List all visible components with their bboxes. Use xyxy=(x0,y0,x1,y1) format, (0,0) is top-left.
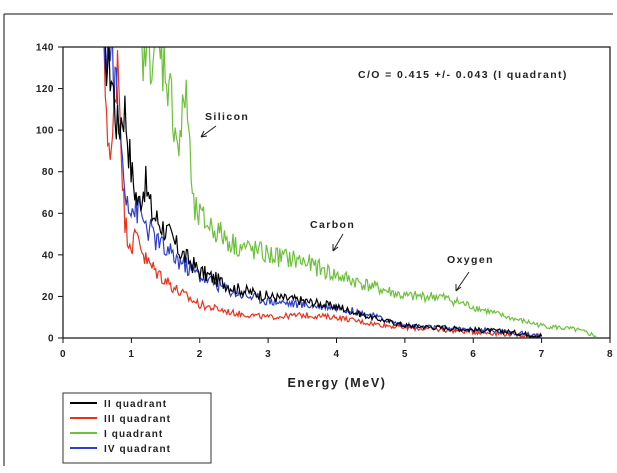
oxygen-arrow xyxy=(455,271,470,292)
y-tick-label: 80 xyxy=(42,167,54,178)
series-line-iv-quadrant xyxy=(103,47,543,338)
x-tick-label: 1 xyxy=(128,349,134,360)
x-tick-label: 2 xyxy=(197,349,203,360)
carbon-label: Carbon xyxy=(310,219,355,231)
silicon-label: Silicon xyxy=(205,111,249,123)
legend: II quadrant III quadrant I quadrant IV q… xyxy=(62,392,212,464)
series-line-iii-quadrant xyxy=(103,47,543,338)
x-tick-label: 8 xyxy=(607,349,613,360)
x-tick-label: 5 xyxy=(402,349,408,360)
y-tick-label: 40 xyxy=(42,250,54,261)
legend-label-iii: III quadrant xyxy=(104,414,171,425)
silicon-arrow xyxy=(200,125,217,138)
series-line-ii-quadrant xyxy=(104,47,543,338)
legend-box xyxy=(62,392,212,464)
legend-label-iv: IV quadrant xyxy=(104,444,171,455)
y-tick-label: 120 xyxy=(36,84,54,95)
ratio-annotation: C/O = 0.415 +/- 0.043 (I quadrant) xyxy=(358,69,568,81)
legend-label-ii: II quadrant xyxy=(104,399,167,410)
x-tick-label: 7 xyxy=(539,349,545,360)
x-tick-label: 3 xyxy=(265,349,271,360)
y-tick-label: 140 xyxy=(36,43,54,54)
x-axis-title: Energy (MeV) xyxy=(287,376,386,390)
carbon-arrow xyxy=(332,233,344,252)
y-tick-label: 100 xyxy=(36,126,54,137)
y-tick-label: 20 xyxy=(42,292,54,303)
x-tick-label: 6 xyxy=(470,349,476,360)
y-tick-label: 0 xyxy=(48,334,54,345)
y-tick-label: 60 xyxy=(42,209,54,220)
axes-layer: 0 20 40 60 80 100 120 140 0 1 2 3 4 5 6 7 8 xyxy=(36,43,613,361)
series-line-i-quadrant xyxy=(141,47,597,338)
oxygen-label: Oxygen xyxy=(447,254,494,266)
x-tick-label: 0 xyxy=(60,349,66,360)
legend-label-i: I quadrant xyxy=(104,429,163,440)
x-tick-label: 4 xyxy=(333,349,339,360)
series-layer xyxy=(103,47,597,338)
